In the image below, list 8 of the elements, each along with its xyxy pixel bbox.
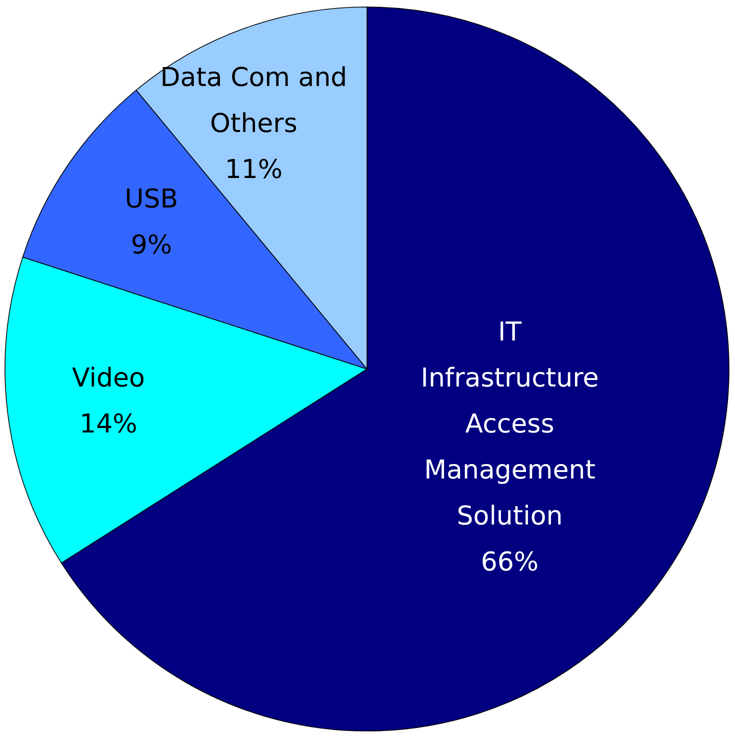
slice-label: IT Infrastructure Access Management Solution	[420, 317, 599, 532]
slice-label: Data Com and Others	[160, 62, 348, 139]
data-label: 11%	[224, 154, 283, 185]
data-label: 66%	[480, 547, 539, 578]
slice-label: USB	[124, 184, 178, 214]
data-label: 14%	[80, 410, 138, 440]
data-label: 9%	[130, 230, 172, 260]
slice-label: Video	[72, 364, 145, 394]
